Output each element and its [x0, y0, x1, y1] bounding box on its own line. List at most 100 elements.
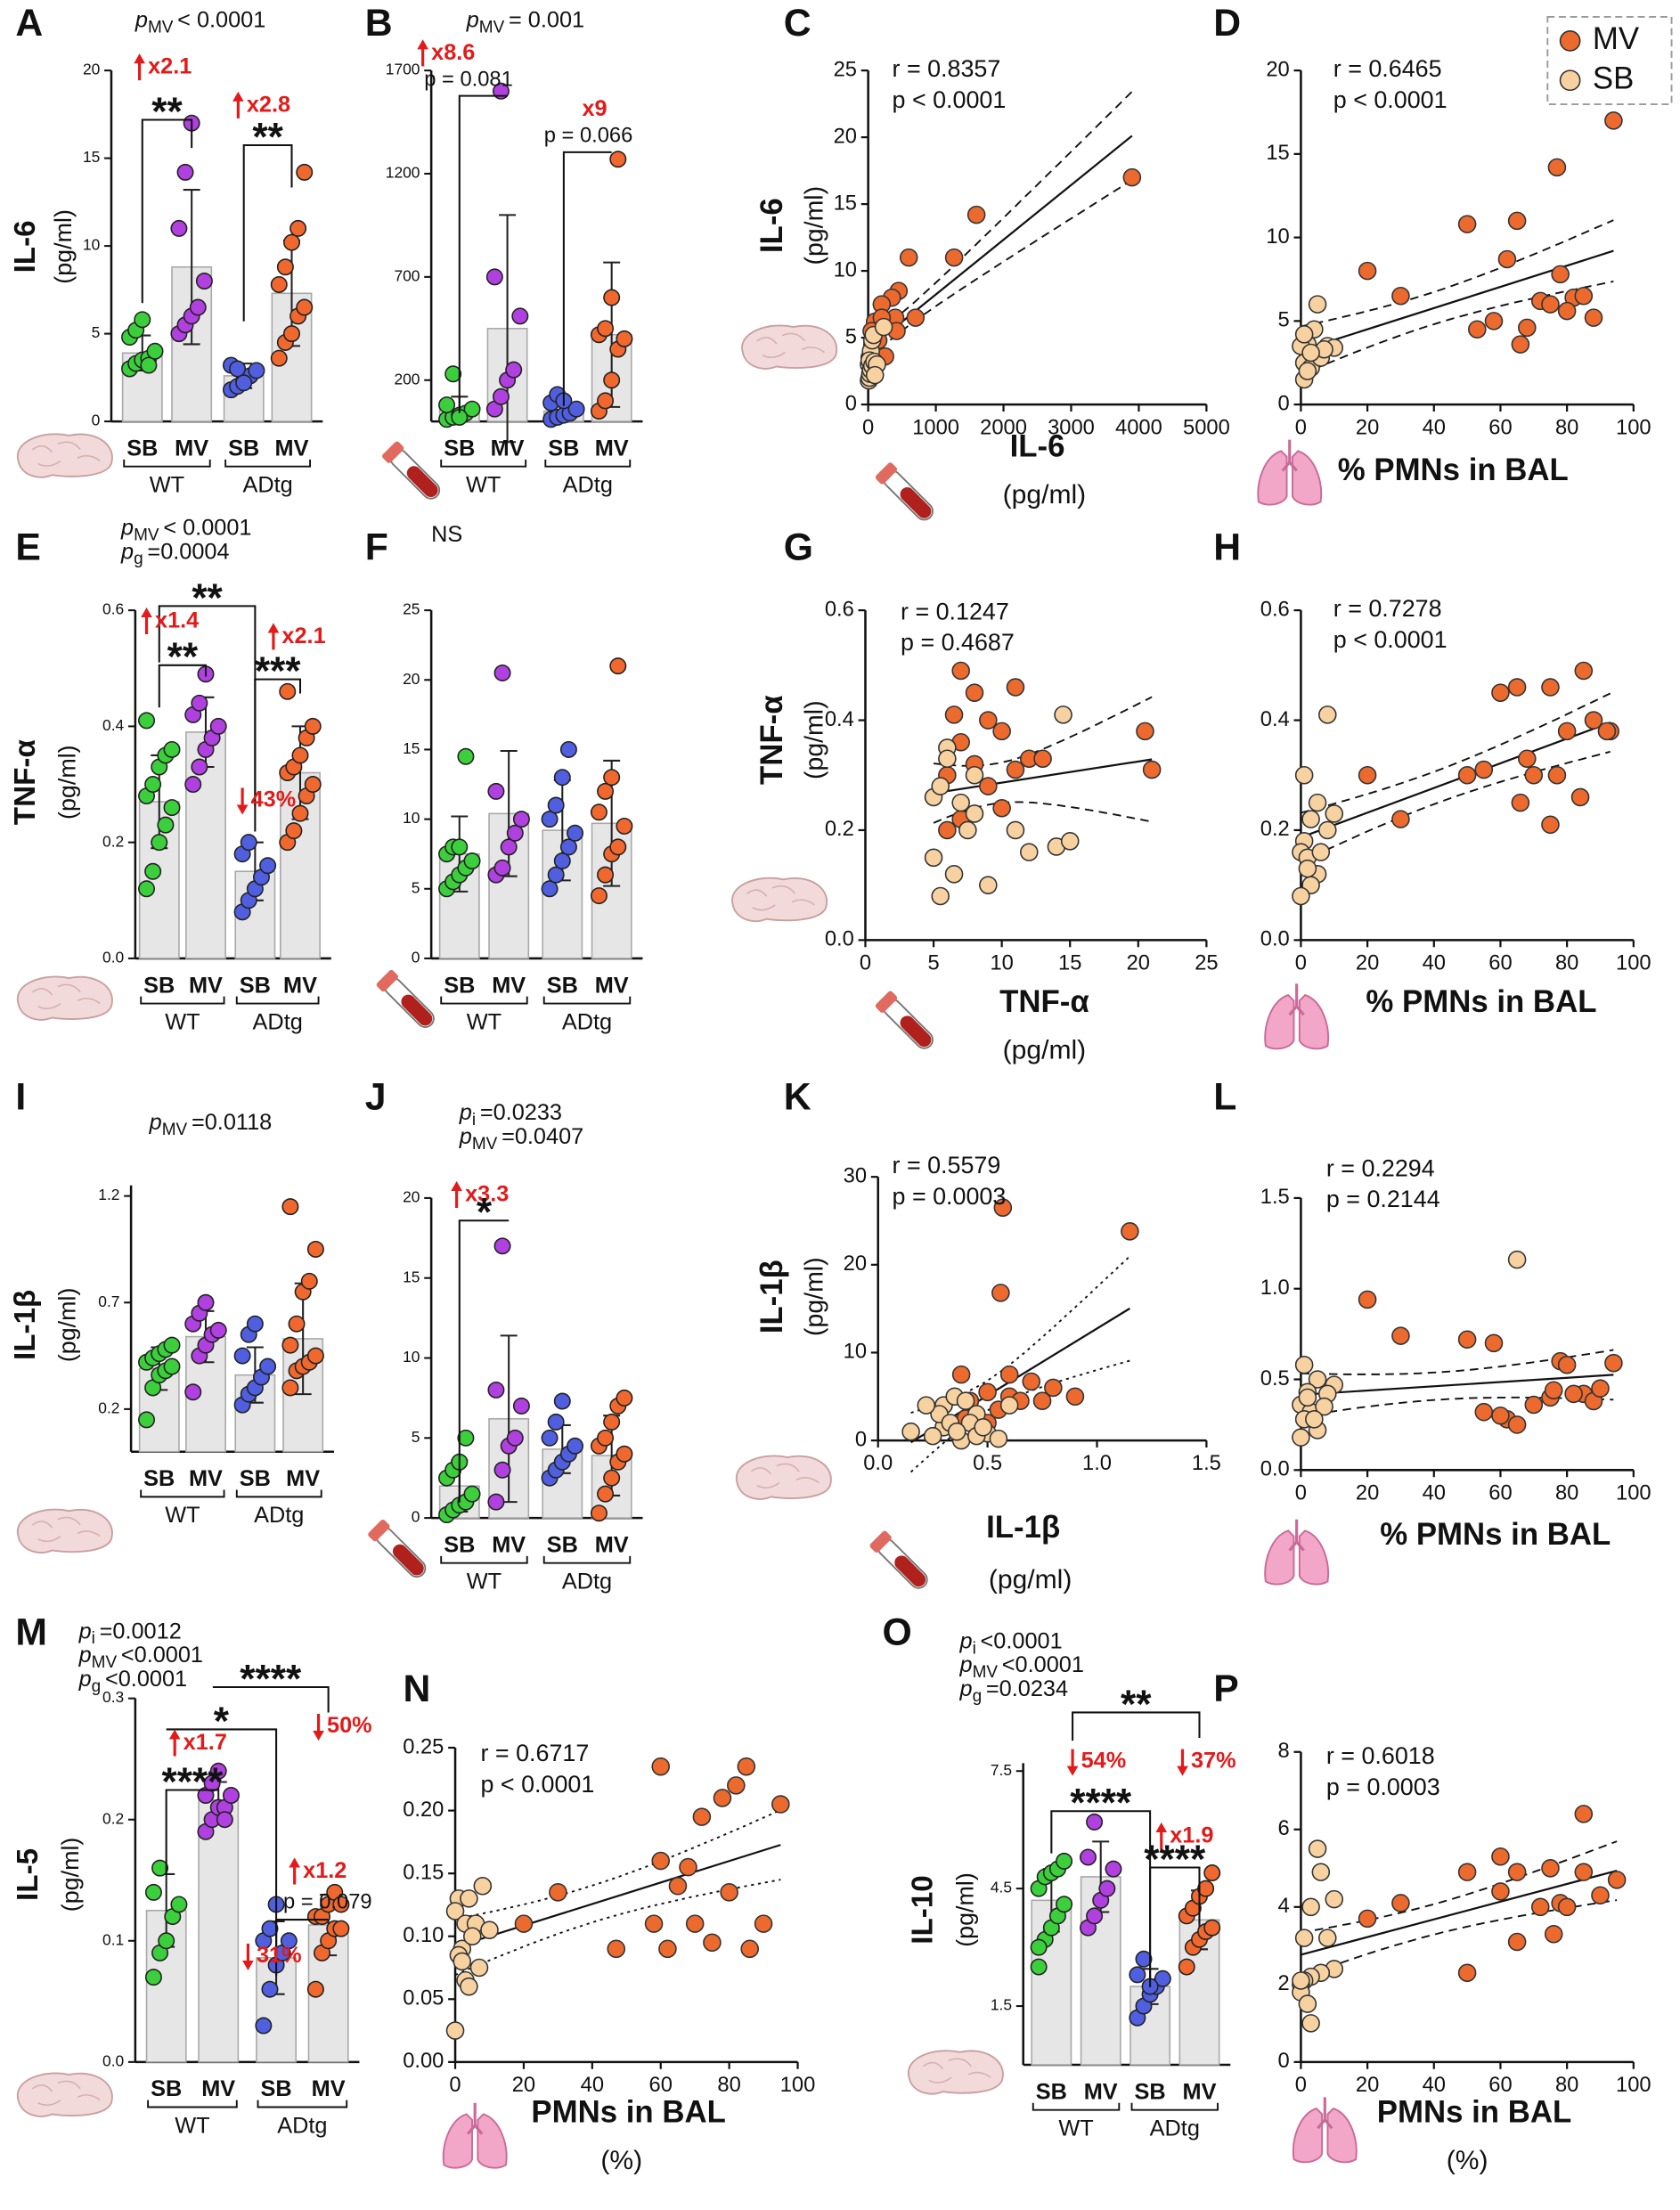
- data-point: [1294, 1929, 1314, 1947]
- stat-symbol: p: [466, 7, 479, 32]
- stat-text: pg <0.0001: [78, 1667, 188, 1696]
- data-point: [1098, 1880, 1116, 1897]
- data-point: [567, 824, 584, 842]
- data-point: [1294, 1355, 1314, 1374]
- data-point: [547, 866, 565, 884]
- x-tick-label: MV: [595, 973, 629, 998]
- annotation-text: p = 0.081: [424, 68, 513, 91]
- brain-shape: [735, 1455, 832, 1500]
- correlation-r: r = 0.5579: [893, 1152, 1001, 1178]
- lung-left: [1264, 993, 1295, 1050]
- fit-line: [933, 758, 1153, 795]
- data-point: [1298, 362, 1317, 380]
- y-tick-label: 15: [403, 739, 420, 757]
- y-axis-label: (pg/ml): [54, 1288, 81, 1363]
- data-point: [644, 1914, 664, 1933]
- significance-bracket: [158, 664, 208, 708]
- stat-symbol: p: [958, 1628, 972, 1653]
- panel-label: O: [882, 1611, 911, 1654]
- confidence-band: [1301, 692, 1611, 814]
- group-bracket: [224, 459, 312, 468]
- x-axis-label: PMNs in BAL: [1377, 2095, 1571, 2130]
- data-point: [1584, 308, 1603, 327]
- x-tick-label: 5: [927, 952, 939, 975]
- y-tick-label: 15: [83, 148, 100, 166]
- x-axis-label: (pg/ml): [1003, 1035, 1087, 1064]
- correlation-p: p < 0.0001: [893, 86, 1007, 113]
- data-point: [1457, 1963, 1477, 1983]
- data-point: [462, 1927, 482, 1946]
- data-point: [1358, 1290, 1377, 1309]
- group-label: WT: [165, 1009, 200, 1034]
- confidence-band: [868, 91, 1133, 340]
- data-point: [487, 1493, 505, 1511]
- tube-icon: [382, 441, 441, 500]
- data-point: [609, 151, 627, 168]
- y-tick-label: 0: [855, 1428, 867, 1451]
- data-point: [1551, 265, 1570, 284]
- data-point: [276, 258, 294, 276]
- data-point: [944, 705, 964, 724]
- data-point: [1497, 249, 1517, 269]
- x-tick-label: MV: [492, 973, 526, 998]
- stat-text: pMV <0.0001: [958, 1652, 1083, 1682]
- data-point: [163, 1336, 181, 1354]
- brain-fold: [31, 1516, 101, 1543]
- data-point: [603, 769, 621, 787]
- data-point: [944, 248, 964, 267]
- lungs-icon: [1292, 2097, 1358, 2164]
- data-point: [966, 205, 986, 224]
- data-point: [1491, 683, 1510, 702]
- y-axis-label: (pg/ml): [57, 1838, 84, 1912]
- x-axis-label: TNF-α: [999, 984, 1089, 1019]
- y-axis-label: (pg/ml): [50, 209, 77, 284]
- data-point: [460, 1977, 478, 1996]
- data-point: [304, 717, 322, 735]
- x-tick-label: MV: [175, 436, 208, 461]
- x-axis-label: (pg/ml): [989, 1565, 1072, 1594]
- brain-icon: [907, 2050, 1004, 2095]
- data-point: [917, 1396, 936, 1415]
- fold-arrowhead: [141, 607, 152, 618]
- panel-label: L: [1213, 1075, 1236, 1118]
- fold-label: 54%: [1081, 1749, 1127, 1774]
- stat-subscript: MV: [973, 1663, 999, 1682]
- data-point: [146, 342, 164, 360]
- y-tick-label: 0: [845, 392, 857, 415]
- data-point: [138, 712, 156, 730]
- y-tick-label: 0.6: [102, 600, 124, 618]
- data-point: [590, 887, 608, 905]
- tube-blood: [406, 466, 438, 498]
- data-point: [134, 311, 151, 329]
- fold-label: x8.6: [431, 40, 475, 65]
- trachea: [467, 2102, 484, 2135]
- group-label: ADtg: [242, 473, 292, 498]
- y-tick-label: 10: [844, 1341, 867, 1364]
- y-tick-label: 0.4: [1260, 708, 1290, 731]
- data-point: [1574, 286, 1594, 306]
- tube-icon: [368, 1520, 427, 1578]
- data-point: [1301, 2014, 1320, 2033]
- data-point: [924, 848, 943, 868]
- y-tick-label: 0: [92, 412, 101, 429]
- fold-arrowhead: [1066, 1766, 1079, 1776]
- group-label: ADtg: [1150, 2116, 1200, 2141]
- data-point: [1574, 661, 1594, 681]
- panel-label: A: [15, 2, 43, 45]
- data-point: [1294, 325, 1314, 344]
- brain-fold: [31, 441, 101, 467]
- data-point: [1292, 886, 1310, 906]
- tube-blood: [401, 994, 433, 1026]
- data-point: [1033, 749, 1052, 769]
- data-point: [270, 349, 288, 367]
- data-point: [1298, 859, 1317, 878]
- stat-subscript: MV: [479, 19, 505, 37]
- tube-blood: [900, 487, 932, 518]
- data-point: [603, 1413, 621, 1431]
- data-point: [989, 1429, 1008, 1448]
- data-point: [480, 1920, 499, 1939]
- data-point: [281, 1379, 299, 1397]
- significance-label: *: [214, 1700, 230, 1743]
- data-point: [1032, 1391, 1052, 1410]
- significance-label: **: [1121, 1683, 1152, 1726]
